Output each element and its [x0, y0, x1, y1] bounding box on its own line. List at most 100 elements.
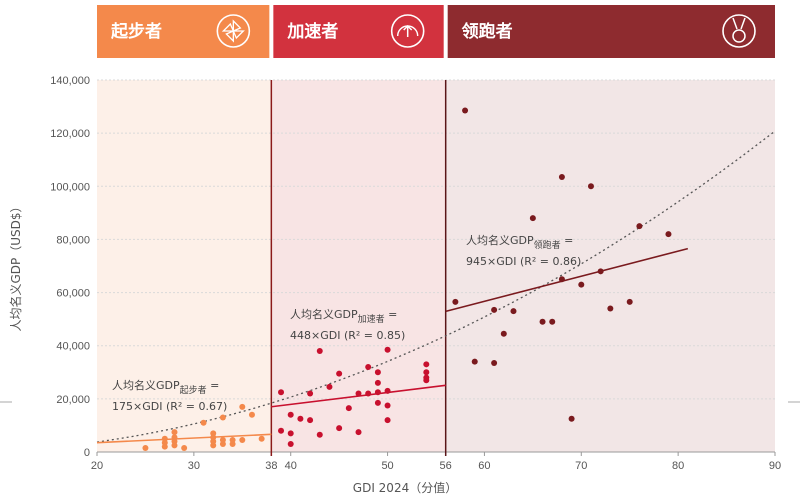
- y-axis-title: 人均名义GDP（USD$）: [8, 200, 23, 331]
- data-point: [219, 437, 226, 444]
- axes: 0 20,000 40,000 60,000 80,000 100,000 120,000 1…: [0, 75, 800, 472]
- y-tick-label: 0: [84, 447, 90, 459]
- trend-curve: [96, 130, 776, 443]
- data-point: [491, 306, 498, 313]
- data-point: [200, 419, 207, 426]
- x-tick-label: 40: [285, 460, 297, 472]
- data-point: [423, 369, 430, 376]
- data-point: [384, 402, 391, 409]
- x-tick-label: 20: [91, 460, 103, 472]
- data-point: [587, 183, 594, 190]
- data-point: [278, 427, 285, 434]
- data-point: [161, 435, 168, 442]
- data-point: [287, 411, 294, 418]
- gauge-icon: [390, 14, 425, 48]
- data-point: [423, 377, 430, 384]
- data-points: [142, 107, 672, 452]
- data-point: [384, 387, 391, 394]
- data-point: [607, 305, 614, 312]
- x-axis-title: GDI 2024（分值）: [353, 480, 457, 495]
- x-tick-label: 80: [672, 460, 684, 472]
- y-tick-label: 80,000: [56, 234, 90, 246]
- x-tick-label: 60: [478, 460, 490, 472]
- y-tick-label: 40,000: [56, 341, 90, 353]
- icon-medal: [732, 29, 746, 43]
- data-point: [239, 403, 246, 410]
- data-point: [384, 346, 391, 353]
- icon-ring: [390, 14, 425, 48]
- data-point: [510, 308, 517, 315]
- band-header: [447, 5, 775, 58]
- data-point: [345, 405, 352, 412]
- data-point: [558, 276, 565, 283]
- fit-line: [96, 433, 272, 444]
- icon-ring: [216, 14, 251, 48]
- data-point: [452, 298, 459, 305]
- data-point: [171, 429, 178, 436]
- data-point: [549, 318, 556, 325]
- band-bg: [445, 80, 775, 452]
- data-point: [558, 173, 565, 180]
- data-point: [597, 268, 604, 275]
- data-point: [423, 361, 430, 368]
- x-tick-label: 50: [381, 460, 393, 472]
- data-point: [500, 330, 507, 337]
- band-label: 起步者: [110, 21, 162, 42]
- y-tick-label: 140,000: [50, 75, 90, 87]
- data-point: [287, 430, 294, 437]
- data-point: [278, 389, 285, 396]
- fit-equation-line1: 人均名义GDP起步者 =: [112, 378, 219, 396]
- data-point: [471, 358, 478, 365]
- fit-equation-line2: 945×GDI (R² = 0.86): [466, 255, 581, 268]
- fit-equation-line2: 448×GDI (R² = 0.85): [290, 329, 405, 342]
- y-tick-label: 60,000: [56, 288, 90, 300]
- icon-arrow: [403, 24, 413, 37]
- fit-equation-line1: 人均名义GDP加速者 =: [290, 307, 397, 325]
- data-point: [336, 370, 343, 377]
- data-point: [307, 417, 314, 424]
- fit-equation-line1: 人均名义GDP领跑者 =: [466, 233, 573, 251]
- data-point: [316, 348, 323, 355]
- data-point: [239, 437, 246, 444]
- data-point: [181, 445, 188, 452]
- x-tick-label: 56: [440, 460, 452, 472]
- data-point: [219, 414, 226, 421]
- band-headers: 起步者 加速者 领跑者: [97, 5, 775, 58]
- data-point: [539, 318, 546, 325]
- data-point: [142, 445, 149, 452]
- data-point: [297, 415, 304, 422]
- data-point: [578, 281, 585, 288]
- data-point: [529, 215, 536, 222]
- data-point: [248, 411, 255, 418]
- data-point: [374, 369, 381, 376]
- data-point: [336, 425, 343, 432]
- x-tick-label: 90: [769, 460, 781, 472]
- data-point: [258, 435, 265, 442]
- data-point: [171, 434, 178, 441]
- data-point: [287, 441, 294, 448]
- band-header: [273, 5, 444, 58]
- fit-line: [445, 247, 689, 313]
- overall-trend-curve: [96, 130, 776, 443]
- data-point: [384, 417, 391, 424]
- fit-equations: 人均名义GDP起步者 = 175×GDI (R² = 0.67) 人均名义GDP加速…: [112, 233, 581, 413]
- data-point: [326, 383, 333, 390]
- x-tick-label: 30: [188, 460, 200, 472]
- data-point: [462, 107, 469, 114]
- y-tick-label: 100,000: [50, 181, 90, 193]
- band-bg: [271, 80, 446, 452]
- icon-ring: [722, 14, 756, 48]
- data-point: [636, 223, 643, 230]
- data-point: [491, 359, 498, 366]
- data-point: [374, 399, 381, 406]
- band-bg: [97, 80, 272, 452]
- data-point: [355, 390, 362, 397]
- data-point: [210, 430, 217, 437]
- y-tick-label: 20,000: [56, 394, 90, 406]
- data-point: [626, 298, 633, 305]
- icon-ribbon: [732, 17, 746, 30]
- data-point: [355, 429, 362, 436]
- data-point: [568, 415, 575, 422]
- pinwheel-icon: [216, 14, 251, 48]
